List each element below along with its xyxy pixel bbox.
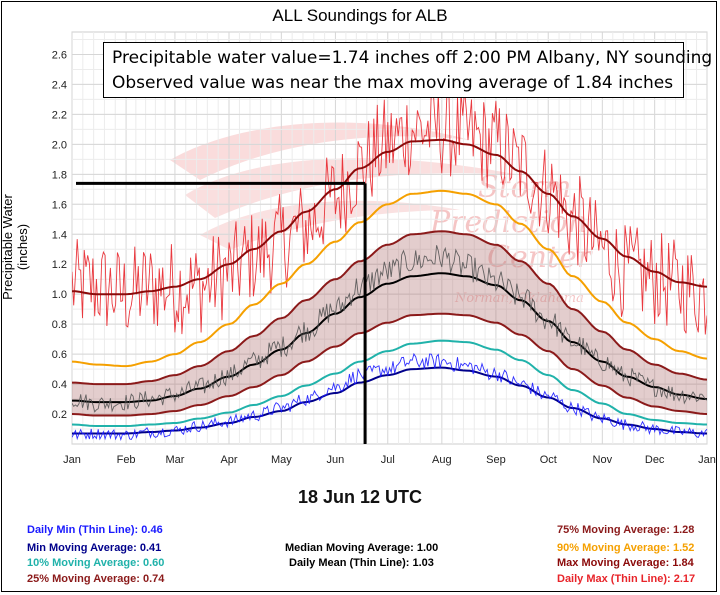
- legend-label: Min Moving Average:: [27, 542, 140, 554]
- series-10-moving-average: [72, 339, 707, 427]
- legend-max-moving-average: Max Moving Average: 1.84: [557, 557, 694, 569]
- y-tick-label: 2.2: [52, 109, 67, 121]
- legend-label: Median Moving Average:: [285, 542, 417, 554]
- y-tick-label: 2.6: [52, 49, 67, 61]
- annotation-line2: Observed value was near the max moving a…: [112, 73, 674, 93]
- x-tick-label: Apr: [220, 454, 237, 466]
- x-tick-label: May: [271, 454, 292, 466]
- legend-25pct-moving-average: 25% Moving Average: 0.74: [27, 573, 164, 585]
- legend-label: Max Moving Average:: [557, 557, 673, 569]
- series-min-moving-average: [72, 366, 707, 435]
- y-tick-label: 1.4: [52, 229, 67, 241]
- y-tick-label: 0.2: [52, 409, 67, 421]
- legend-10pct-moving-average: 10% Moving Average: 0.60: [27, 557, 164, 569]
- legend-daily-mean: Daily Mean (Thin Line): 1.03: [289, 557, 434, 569]
- legend-90pct-moving-average: 90% Moving Average: 1.52: [557, 542, 694, 554]
- x-tick-label: Jul: [381, 454, 395, 466]
- swoosh-stroke-2: [185, 158, 520, 218]
- legend-label: 90% Moving Average:: [557, 542, 673, 554]
- y-tick-label: 2.0: [52, 139, 67, 151]
- x-tick-label: Jun: [327, 454, 345, 466]
- watermark-line4: Norman, Oklahoma: [455, 291, 584, 306]
- y-tick-label: 1.8: [52, 169, 67, 181]
- y-tick-label: 0.8: [52, 319, 67, 331]
- legend-value: 1.28: [672, 524, 695, 536]
- x-tick-label: Nov: [593, 454, 613, 466]
- series-75-moving-average: [72, 230, 707, 386]
- series-daily-mean-thin-line-: [72, 245, 707, 413]
- annotation-box: Precipitable water value=1.74 inches off…: [103, 42, 713, 98]
- legend-label: Daily Max (Thin Line):: [557, 573, 674, 585]
- x-tick-label: Aug: [432, 454, 452, 466]
- legend-value: 1.00: [416, 542, 439, 554]
- legend-value: 0.74: [142, 573, 165, 585]
- legend-value: 0.46: [141, 524, 163, 536]
- y-tick-label: 1.0: [52, 289, 67, 301]
- x-tick-label: Jan: [63, 454, 81, 466]
- legend-daily-min: Daily Min (Thin Line): 0.46: [27, 524, 163, 536]
- legend-label: Daily Mean (Thin Line):: [289, 557, 413, 569]
- x-tick-label: Sep: [486, 454, 506, 466]
- legend-value: 1.03: [412, 557, 434, 569]
- series-25-moving-average: [72, 312, 707, 417]
- x-tick-label: Feb: [117, 454, 136, 466]
- legend-label: Daily Min (Thin Line):: [27, 524, 142, 536]
- legend-daily-max: Daily Max (Thin Line): 2.17: [557, 573, 695, 585]
- series-group: [72, 83, 707, 442]
- swoosh-stroke-3: [200, 200, 460, 250]
- annotation-line1: Precipitable water value=1.74 inches off…: [112, 48, 713, 68]
- series-90-moving-average: [72, 189, 707, 368]
- y-tick-label: 1.6: [52, 199, 67, 211]
- sounding-date-label: 18 Jun 12 UTC: [297, 487, 423, 507]
- watermark-line3: Center: [487, 240, 592, 275]
- legend-value: 2.17: [673, 573, 696, 585]
- legend-value: 1.52: [672, 542, 695, 554]
- x-tick-label: Oct: [540, 454, 557, 466]
- swoosh-stroke-1: [170, 122, 470, 180]
- y-tick-label: 1.2: [52, 259, 67, 271]
- observation-marker: [76, 181, 367, 444]
- y-tick-label: 2.4: [52, 79, 67, 91]
- legend-value: 0.60: [142, 557, 165, 569]
- x-tick-label: Jan: [698, 454, 716, 466]
- legend-min-moving-average: Min Moving Average: 0.41: [27, 542, 161, 554]
- x-tick-label: Mar: [165, 454, 184, 466]
- legend-label: 10% Moving Average:: [27, 557, 143, 569]
- series-daily-max-thin-line-: [72, 83, 707, 335]
- legend-75pct-moving-average: 75% Moving Average: 1.28: [557, 524, 694, 536]
- legend-label: 75% Moving Average:: [557, 524, 673, 536]
- y-tick-label: 0.6: [52, 349, 67, 361]
- series-max-moving-average: [72, 138, 707, 296]
- legend-median-moving-average: Median Moving Average: 1.00: [285, 542, 438, 554]
- legend-value: 0.41: [139, 542, 162, 554]
- x-tick-label: Dec: [645, 454, 665, 466]
- y-tick-label: 0.4: [52, 379, 67, 391]
- axes: Jan Feb Mar Apr May Jun Jul Aug Sep Oct Nov Dec Jan 0…: [52, 49, 716, 466]
- series-daily-min-thin-line-: [72, 352, 707, 442]
- spc-logo-swoosh: [170, 122, 520, 250]
- legend-value: 1.84: [672, 557, 694, 569]
- chart-title: ALL Soundings for ALB: [272, 6, 448, 25]
- legend-label: 25% Moving Average:: [27, 573, 143, 585]
